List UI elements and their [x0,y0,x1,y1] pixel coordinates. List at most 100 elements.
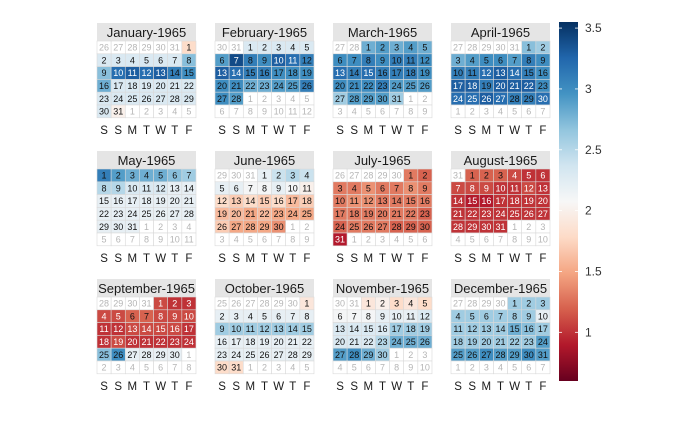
weekday-label: T [407,253,414,265]
day-number: 28 [495,350,505,360]
day-number: 13 [335,324,345,334]
day-number: 25 [127,94,137,104]
day-number: 4 [512,171,517,181]
day-number: 4 [234,235,239,245]
day-number: 7 [172,363,177,373]
day-number: 2 [172,299,177,309]
day-number: 27 [217,94,227,104]
adjacent-day-cell [535,232,551,247]
day-number: 6 [380,107,385,117]
weekday-label: S [218,381,226,393]
day-number: 14 [510,68,520,78]
day-number: 19 [113,337,123,347]
day-number: 26 [363,222,373,232]
day-number: 9 [220,324,225,334]
adjacent-day-cell [535,104,551,119]
day-number: 8 [366,311,371,321]
day-number: 17 [392,324,402,334]
month-title: November-1965 [336,281,429,296]
weekday-label: S [218,253,226,265]
day-number: 23 [481,209,491,219]
day-number: 2 [366,235,371,245]
day-number: 14 [392,196,402,206]
day-number: 7 [380,363,385,373]
day-number: 1 [512,222,517,232]
day-number: 31 [538,350,548,360]
day-number: 14 [245,196,255,206]
day-number: 25 [245,350,255,360]
day-number: 2 [158,222,163,232]
day-number: 16 [538,68,548,78]
day-number: 6 [262,235,267,245]
weekday-label: T [379,253,386,265]
day-number: 2 [102,55,107,65]
day-number: 27 [538,209,548,219]
day-number: 20 [335,81,345,91]
weekday-label: M [364,253,374,265]
day-number: 3 [276,363,281,373]
weekday-label: T [407,381,414,393]
day-number: 13 [170,183,180,193]
day-number: 6 [172,171,177,181]
day-number: 24 [538,337,548,347]
day-number: 8 [304,311,309,321]
day-number: 30 [495,43,505,53]
day-number: 1 [130,107,135,117]
day-number: 9 [408,363,413,373]
weekday-label: M [482,253,492,265]
day-number: 11 [350,196,359,206]
day-number: 20 [495,81,505,91]
day-number: 20 [127,337,137,347]
day-number: 14 [349,68,359,78]
day-number: 4 [130,363,135,373]
adjacent-day-cell [417,232,433,247]
day-number: 31 [510,43,520,53]
day-number: 10 [335,196,345,206]
day-number: 6 [130,311,135,321]
day-number: 8 [186,363,191,373]
day-number: 14 [184,183,194,193]
weekday-label: T [289,253,296,265]
day-number: 7 [352,55,357,65]
weekday-label: W [273,125,284,137]
weekday-label: S [468,125,476,137]
day-number: 6 [526,363,531,373]
day-number: 12 [302,107,312,117]
day-number: 26 [259,350,269,360]
month-title: April-1965 [471,25,530,40]
day-number: 27 [170,209,180,219]
day-number: 4 [248,311,253,321]
weekday-label: S [350,381,358,393]
day-number: 10 [392,55,402,65]
day-number: 11 [453,324,462,334]
day-number: 7 [456,183,461,193]
day-number: 6 [158,363,163,373]
day-number: 28 [170,94,180,104]
weekday-label: M [246,381,256,393]
weekday-label: M [364,125,374,137]
day-number: 2 [470,363,475,373]
day-number: 27 [231,222,241,232]
day-number: 11 [302,183,311,193]
weekday-label: S [232,381,240,393]
day-number: 1 [526,43,531,53]
day-number: 27 [113,43,123,53]
day-number: 20 [274,337,284,347]
day-number: 29 [510,350,520,360]
day-number: 29 [113,299,123,309]
day-number: 29 [217,171,227,181]
day-number: 8 [186,55,191,65]
day-number: 24 [392,81,402,91]
day-number: 7 [234,55,239,65]
day-number: 8 [158,311,163,321]
weekday-label: F [539,125,546,137]
day-number: 22 [510,337,520,347]
day-number: 10 [495,183,505,193]
day-number: 1 [366,299,371,309]
day-number: 6 [338,55,343,65]
day-number: 1 [470,171,475,181]
day-number: 3 [276,94,281,104]
day-number: 17 [495,196,505,206]
